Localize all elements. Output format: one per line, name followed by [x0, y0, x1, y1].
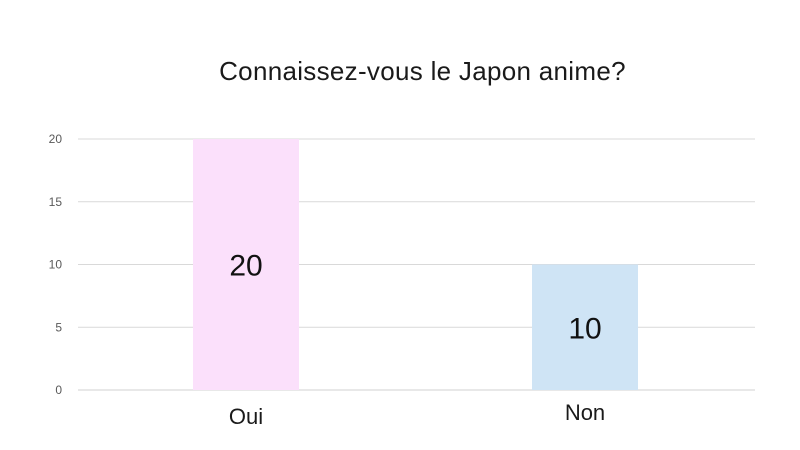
category-label-oui: Oui: [229, 404, 263, 429]
gridlines: [78, 138, 755, 391]
bars: [193, 139, 638, 390]
chart-title: Connaissez-vous le Japon anime?: [219, 56, 626, 86]
x-axis-categories: Oui Non: [229, 400, 605, 429]
y-tick-label: 15: [49, 195, 63, 209]
y-tick-label: 0: [55, 383, 62, 397]
y-tick-label: 10: [49, 258, 63, 272]
bar-oui: [193, 139, 299, 390]
category-label-non: Non: [565, 400, 605, 425]
y-tick-label: 5: [55, 320, 62, 334]
bar-non: [532, 264, 638, 390]
data-label-non: 10: [568, 312, 601, 345]
y-axis-ticks: 0 5 10 15 20: [49, 132, 63, 397]
y-tick-label: 20: [49, 132, 63, 146]
data-label-oui: 20: [229, 250, 262, 283]
